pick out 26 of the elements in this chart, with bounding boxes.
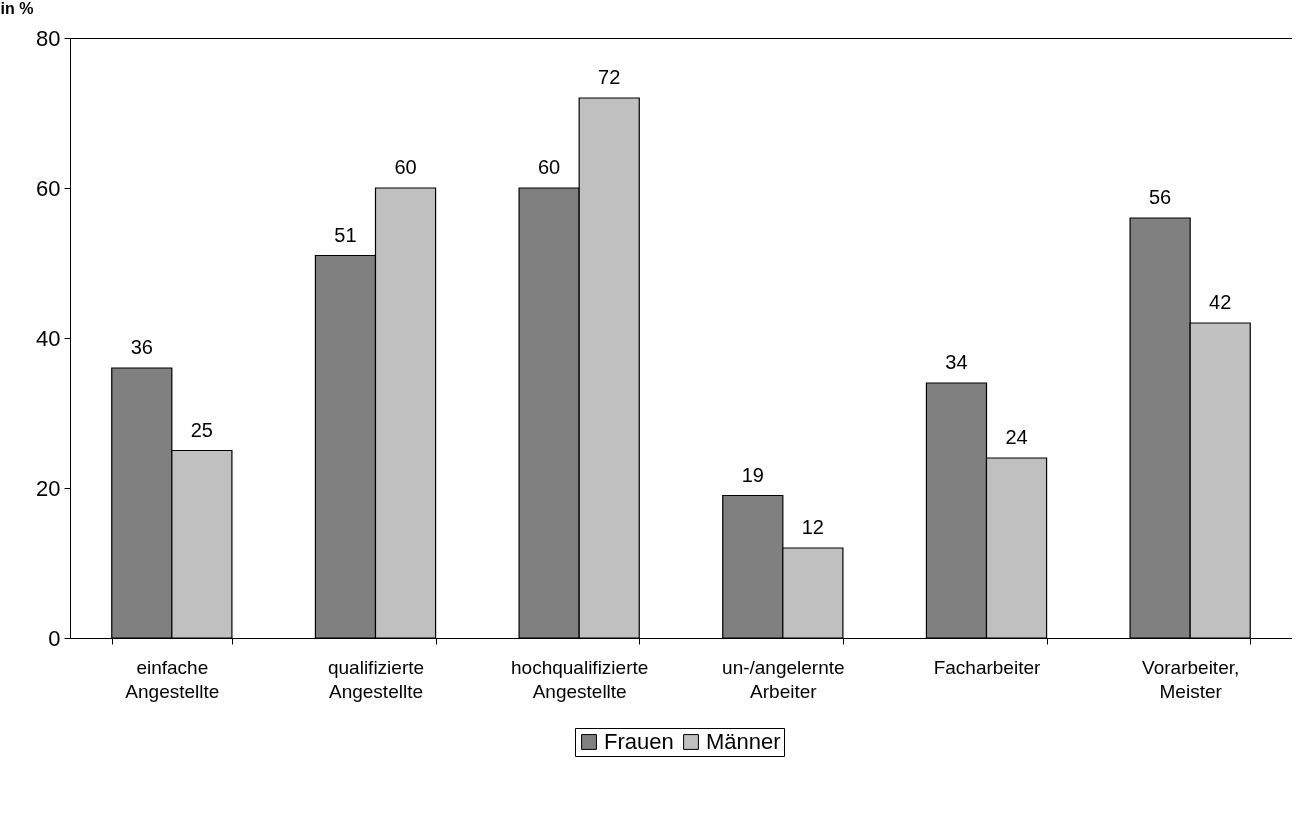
- x-tick-label: einfache Angestellte: [125, 656, 220, 702]
- x-tick-label: hochqualifizierte Angestellte: [511, 656, 649, 702]
- data-label: 12: [801, 516, 824, 538]
- data-label: 25: [190, 418, 213, 441]
- y-tick-label: 20: [36, 475, 61, 501]
- y-tick-label: 80: [36, 25, 61, 51]
- x-tick-label: Facharbeiter: [933, 656, 1041, 678]
- legend-label: Frauen: [604, 729, 674, 754]
- data-label: 36: [130, 336, 153, 358]
- data-label: 60: [394, 156, 417, 178]
- x-tick-label: un-/angelernte Arbeiter: [722, 656, 845, 702]
- y-tick-label: 40: [36, 325, 61, 351]
- data-label: 51: [334, 223, 357, 246]
- data-label: 56: [1149, 186, 1172, 208]
- data-label: 42: [1209, 291, 1232, 313]
- data-label: 60: [538, 156, 561, 178]
- x-tick-label: Vorarbeiter, Meister: [1142, 656, 1240, 702]
- data-label: 24: [1005, 426, 1028, 448]
- legend-label: Männer: [706, 729, 781, 754]
- data-label: 72: [598, 66, 621, 88]
- y-tick-label: 60: [36, 175, 61, 201]
- y-tick-label: 0: [48, 625, 61, 651]
- data-label: 34: [945, 351, 968, 373]
- y-axis-title: in %: [0, 0, 34, 17]
- data-label: 19: [741, 463, 764, 486]
- x-tick-label: qualifizierte Angestellte: [327, 656, 425, 702]
